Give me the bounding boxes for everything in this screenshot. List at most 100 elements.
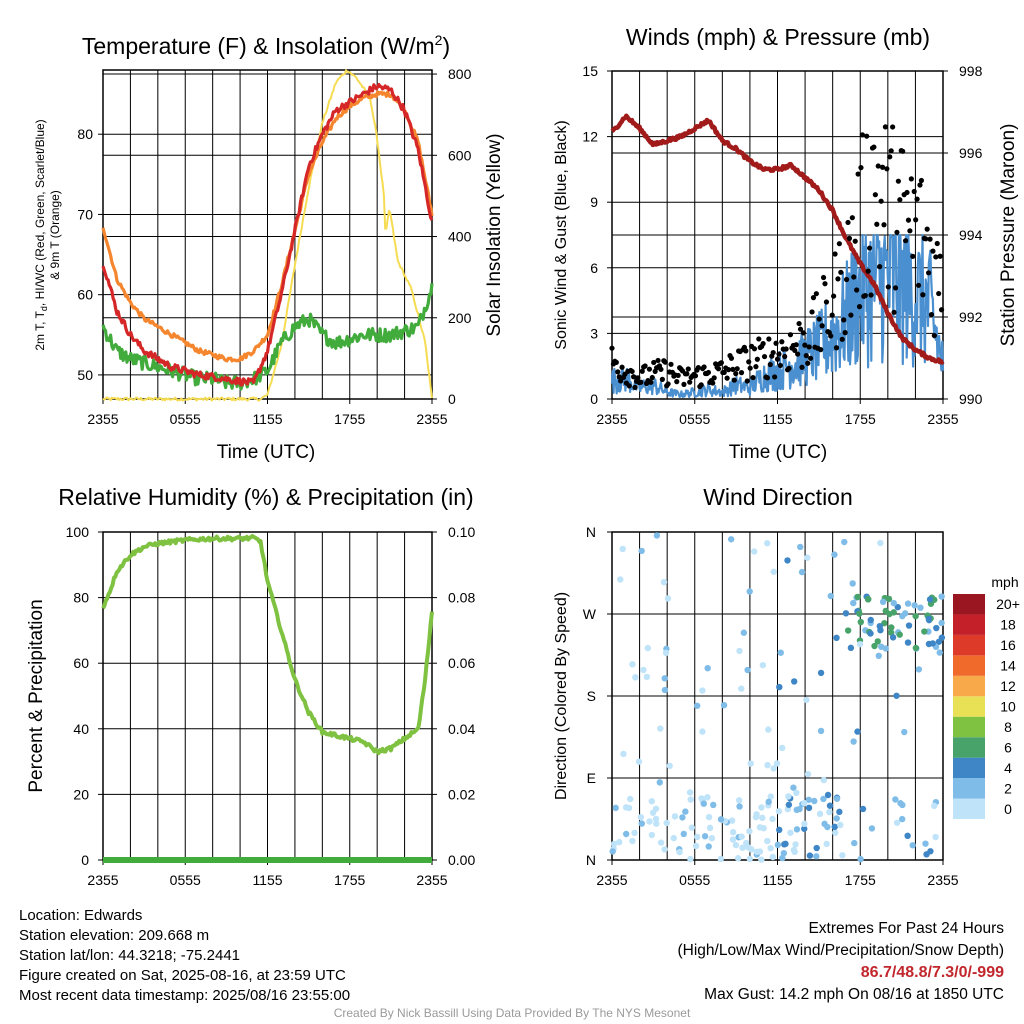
gust-point bbox=[725, 367, 732, 373]
colorbar-label: 16 bbox=[1000, 637, 1016, 653]
gust-point bbox=[845, 219, 851, 226]
direction-point bbox=[912, 644, 920, 652]
direction-point bbox=[813, 844, 820, 852]
direction-point bbox=[777, 649, 784, 656]
direction-point bbox=[740, 629, 748, 636]
direction-point bbox=[790, 846, 798, 854]
direction-point bbox=[764, 540, 771, 547]
gust-point bbox=[646, 366, 653, 372]
direction-point bbox=[738, 833, 745, 840]
pressure-ytick-label: 990 bbox=[959, 391, 983, 407]
gust-point bbox=[770, 349, 776, 356]
direction-point bbox=[765, 726, 772, 733]
precip-ytick-label: 0.06 bbox=[448, 655, 475, 671]
gust-point bbox=[655, 357, 661, 364]
direction-point bbox=[839, 852, 846, 859]
gust-point bbox=[891, 309, 897, 315]
gust-point bbox=[835, 276, 841, 282]
direction-point bbox=[882, 607, 889, 615]
gust-point bbox=[776, 351, 782, 357]
gust-point bbox=[915, 282, 922, 288]
gust-point bbox=[710, 380, 716, 386]
direction-point bbox=[797, 543, 804, 551]
gust-point bbox=[914, 196, 920, 202]
gust-point bbox=[695, 364, 701, 371]
gust-point bbox=[648, 379, 654, 385]
colorbar-swatch bbox=[953, 716, 985, 738]
direction-point bbox=[801, 820, 808, 828]
direction-point bbox=[661, 686, 669, 694]
direction-point bbox=[856, 640, 864, 648]
gust-point bbox=[718, 360, 724, 366]
direction-point bbox=[836, 808, 843, 816]
direction-point bbox=[875, 652, 882, 660]
direction-point bbox=[833, 634, 840, 642]
direction-point bbox=[705, 813, 713, 821]
direction-point bbox=[657, 725, 664, 732]
gust-point bbox=[917, 182, 923, 188]
direction-point bbox=[735, 797, 743, 804]
colorbar-swatch bbox=[953, 778, 985, 799]
gust-point bbox=[838, 269, 844, 275]
gust-point bbox=[674, 379, 680, 385]
gust-point bbox=[668, 361, 674, 367]
direction-point bbox=[796, 805, 803, 813]
direction-point bbox=[625, 804, 633, 812]
gust-point bbox=[920, 292, 926, 298]
colorbar-swatch bbox=[953, 696, 985, 717]
winds-xlabel: Time (UTC) bbox=[729, 442, 828, 463]
direction-point bbox=[851, 839, 858, 847]
gust-point bbox=[626, 383, 632, 389]
direction-point bbox=[904, 639, 912, 646]
gust-point bbox=[848, 312, 854, 318]
direction-xtick-label: 1755 bbox=[845, 872, 876, 888]
direction-point bbox=[751, 548, 758, 555]
humidity-ytick-label: 80 bbox=[73, 590, 89, 606]
direction-point bbox=[686, 789, 694, 796]
direction-point bbox=[704, 794, 711, 801]
gust-point bbox=[728, 355, 735, 361]
gust-point bbox=[882, 124, 889, 130]
direction-point bbox=[780, 849, 788, 857]
extremes-values: 86.7/48.8/7.3/0/-999 bbox=[860, 964, 1004, 981]
direction-point bbox=[938, 593, 945, 600]
direction-point bbox=[622, 830, 630, 838]
pressure-ylabel-right: Station Pressure (Maroon) bbox=[998, 124, 1019, 347]
gust-point bbox=[746, 359, 752, 365]
colorbar-swatch bbox=[953, 634, 985, 656]
humidity-ylabel-left: Percent & Precipitation bbox=[26, 599, 47, 792]
direction-point bbox=[680, 830, 687, 838]
direction-point bbox=[769, 853, 777, 861]
gust-point bbox=[783, 346, 789, 352]
direction-ytick-label: W bbox=[583, 606, 597, 622]
direction-point bbox=[679, 814, 686, 821]
colorbar-label: 10 bbox=[1000, 699, 1016, 715]
direction-point bbox=[631, 829, 638, 837]
direction-point bbox=[661, 846, 668, 853]
colorbar-label: 20+ bbox=[996, 596, 1020, 612]
pressure-ytick-label: 992 bbox=[959, 309, 983, 325]
direction-ytick-label: S bbox=[587, 688, 596, 704]
direction-point bbox=[831, 823, 838, 831]
direction-xtick-label: 2355 bbox=[927, 872, 958, 888]
insolation-ytick-label: 600 bbox=[448, 147, 472, 163]
direction-point bbox=[728, 817, 736, 824]
direction-point bbox=[837, 821, 844, 829]
gust-point bbox=[685, 366, 691, 372]
direction-point bbox=[765, 798, 772, 806]
colorbar-label: 18 bbox=[1000, 617, 1016, 633]
gust-point bbox=[902, 238, 909, 244]
direction-point bbox=[657, 839, 665, 846]
direction-point bbox=[717, 816, 725, 823]
gust-point bbox=[747, 365, 753, 371]
insolation-ytick-label: 400 bbox=[448, 229, 472, 245]
gust-point bbox=[885, 284, 891, 290]
gust-point bbox=[756, 336, 762, 342]
direction-point bbox=[847, 644, 855, 652]
gust-point bbox=[829, 312, 835, 318]
direction-point bbox=[693, 702, 701, 709]
gust-point bbox=[900, 148, 906, 154]
wind-direction-panel: Wind Direction Direction (Colored By Spe… bbox=[553, 484, 1020, 888]
gust-point bbox=[635, 375, 641, 381]
gust-point bbox=[918, 177, 925, 184]
